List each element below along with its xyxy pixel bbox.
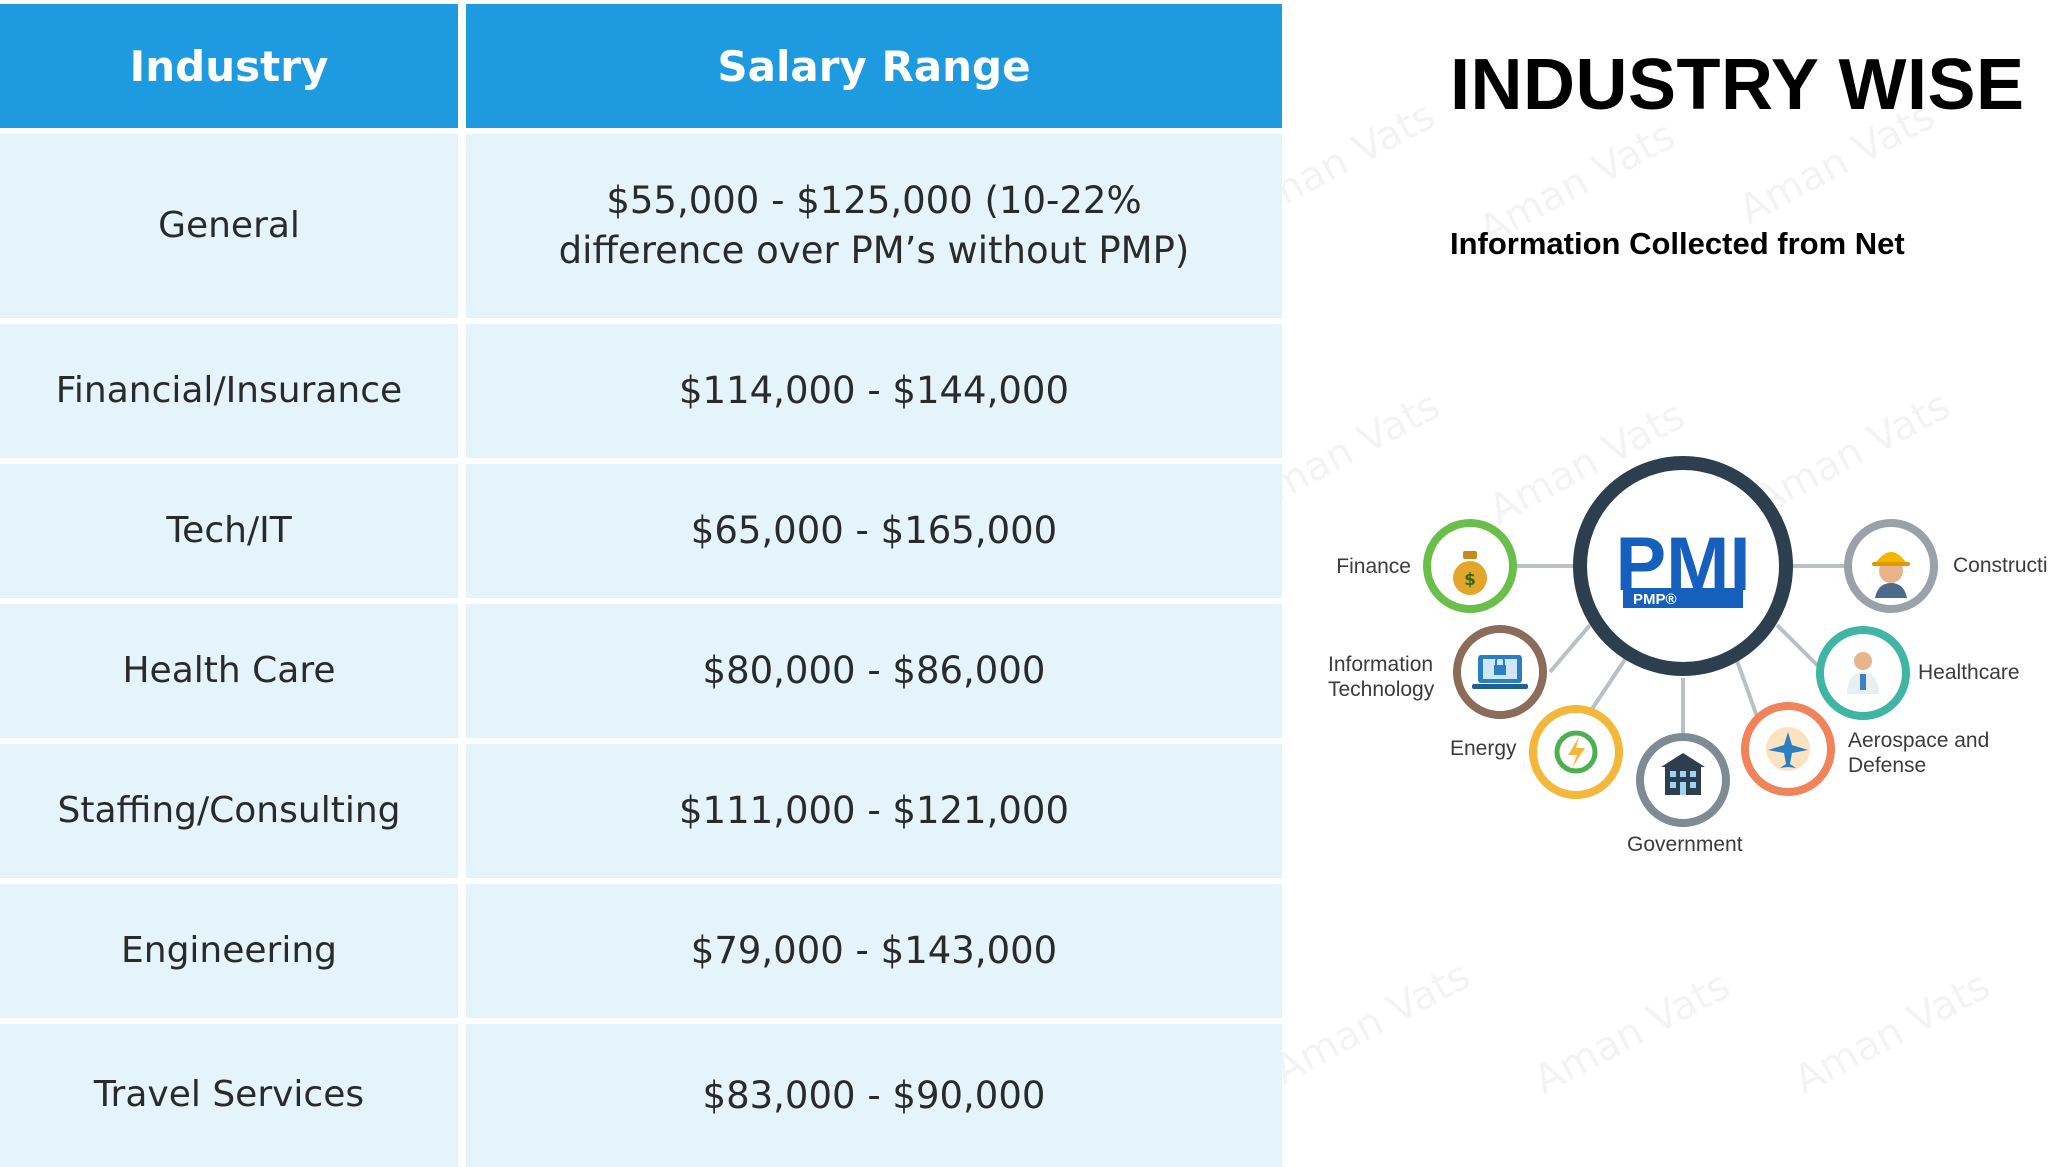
pmi-hub: PMI PMP® [1573,456,1793,676]
svg-text:$: $ [1464,570,1476,590]
information-technology-label-line1: Information [1328,653,1434,676]
worker-helmet-icon [1872,552,1910,598]
pmp-badge-text: PMP® [1633,591,1677,608]
salary-cell-engineering: $79,000 - $143,000 [466,884,1282,1018]
construction-label: Constructi [1953,554,2048,577]
industry-cell-engineering: Engineering [0,884,458,1018]
building-icon [1661,753,1705,795]
industry-cell-financial: Financial/Insurance [0,324,458,458]
information-technology-node [1453,625,1547,719]
construction-node [1844,519,1938,613]
energy-label: Energy [1450,737,1517,760]
pmi-industry-diagram: PMI PMP® $ Finance [1280,440,2048,900]
healthcare-label: Healthcare [1918,661,2020,684]
salary-table: Industry Salary Range General $55,000 - … [0,0,1282,1167]
airplane-icon [1766,727,1810,771]
industry-cell-general: General [0,134,458,318]
finance-label: Finance [1336,555,1411,578]
column-header-salary-range: Salary Range [466,0,1282,128]
salary-cell-staffing: $111,000 - $121,000 [466,744,1282,878]
finance-node: $ [1423,519,1517,613]
column-header-industry: Industry [0,0,458,128]
watermark-text: Aman Vats [1527,962,1738,1103]
energy-recycle-icon [1554,730,1598,774]
money-bag-icon: $ [1453,551,1487,595]
industry-cell-health-care: Health Care [0,604,458,738]
aerospace-label: Aerospace and Defense [1848,728,1989,778]
government-label: Government [1627,833,1743,856]
aerospace-label-line1: Aerospace and [1848,729,1990,752]
industry-cell-travel: Travel Services [0,1024,458,1167]
industry-cell-tech: Tech/IT [0,464,458,598]
aerospace-label-line2: Defense [1848,754,1927,778]
page-subtitle: Information Collected from Net [1450,226,1905,261]
watermark-text: Aman Vats [1267,952,1478,1093]
salary-cell-health-care: $80,000 - $86,000 [466,604,1282,738]
pmp-badge [1623,588,1743,608]
aerospace-node [1741,702,1835,796]
information-technology-label: Information Technology [1328,652,1434,702]
watermark-text: Aman Vats [1787,962,1998,1103]
salary-cell-travel: $83,000 - $90,000 [466,1024,1282,1167]
laptop-lock-icon [1472,655,1528,689]
energy-node [1529,705,1623,799]
salary-cell-general: $55,000 - $125,000 (10-22% difference ov… [466,134,1282,318]
industry-cell-staffing: Staffing/Consulting [0,744,458,878]
information-technology-label-line2: Technology [1328,678,1435,702]
salary-cell-financial: $114,000 - $144,000 [466,324,1282,458]
government-node [1636,733,1730,827]
salary-cell-tech: $65,000 - $165,000 [466,464,1282,598]
page-title: INDUSTRY WISE [1450,45,2025,125]
doctor-icon [1847,652,1879,694]
diagram-graphic: PMI PMP® $ Finance [1336,456,1938,827]
healthcare-node [1816,626,1910,720]
